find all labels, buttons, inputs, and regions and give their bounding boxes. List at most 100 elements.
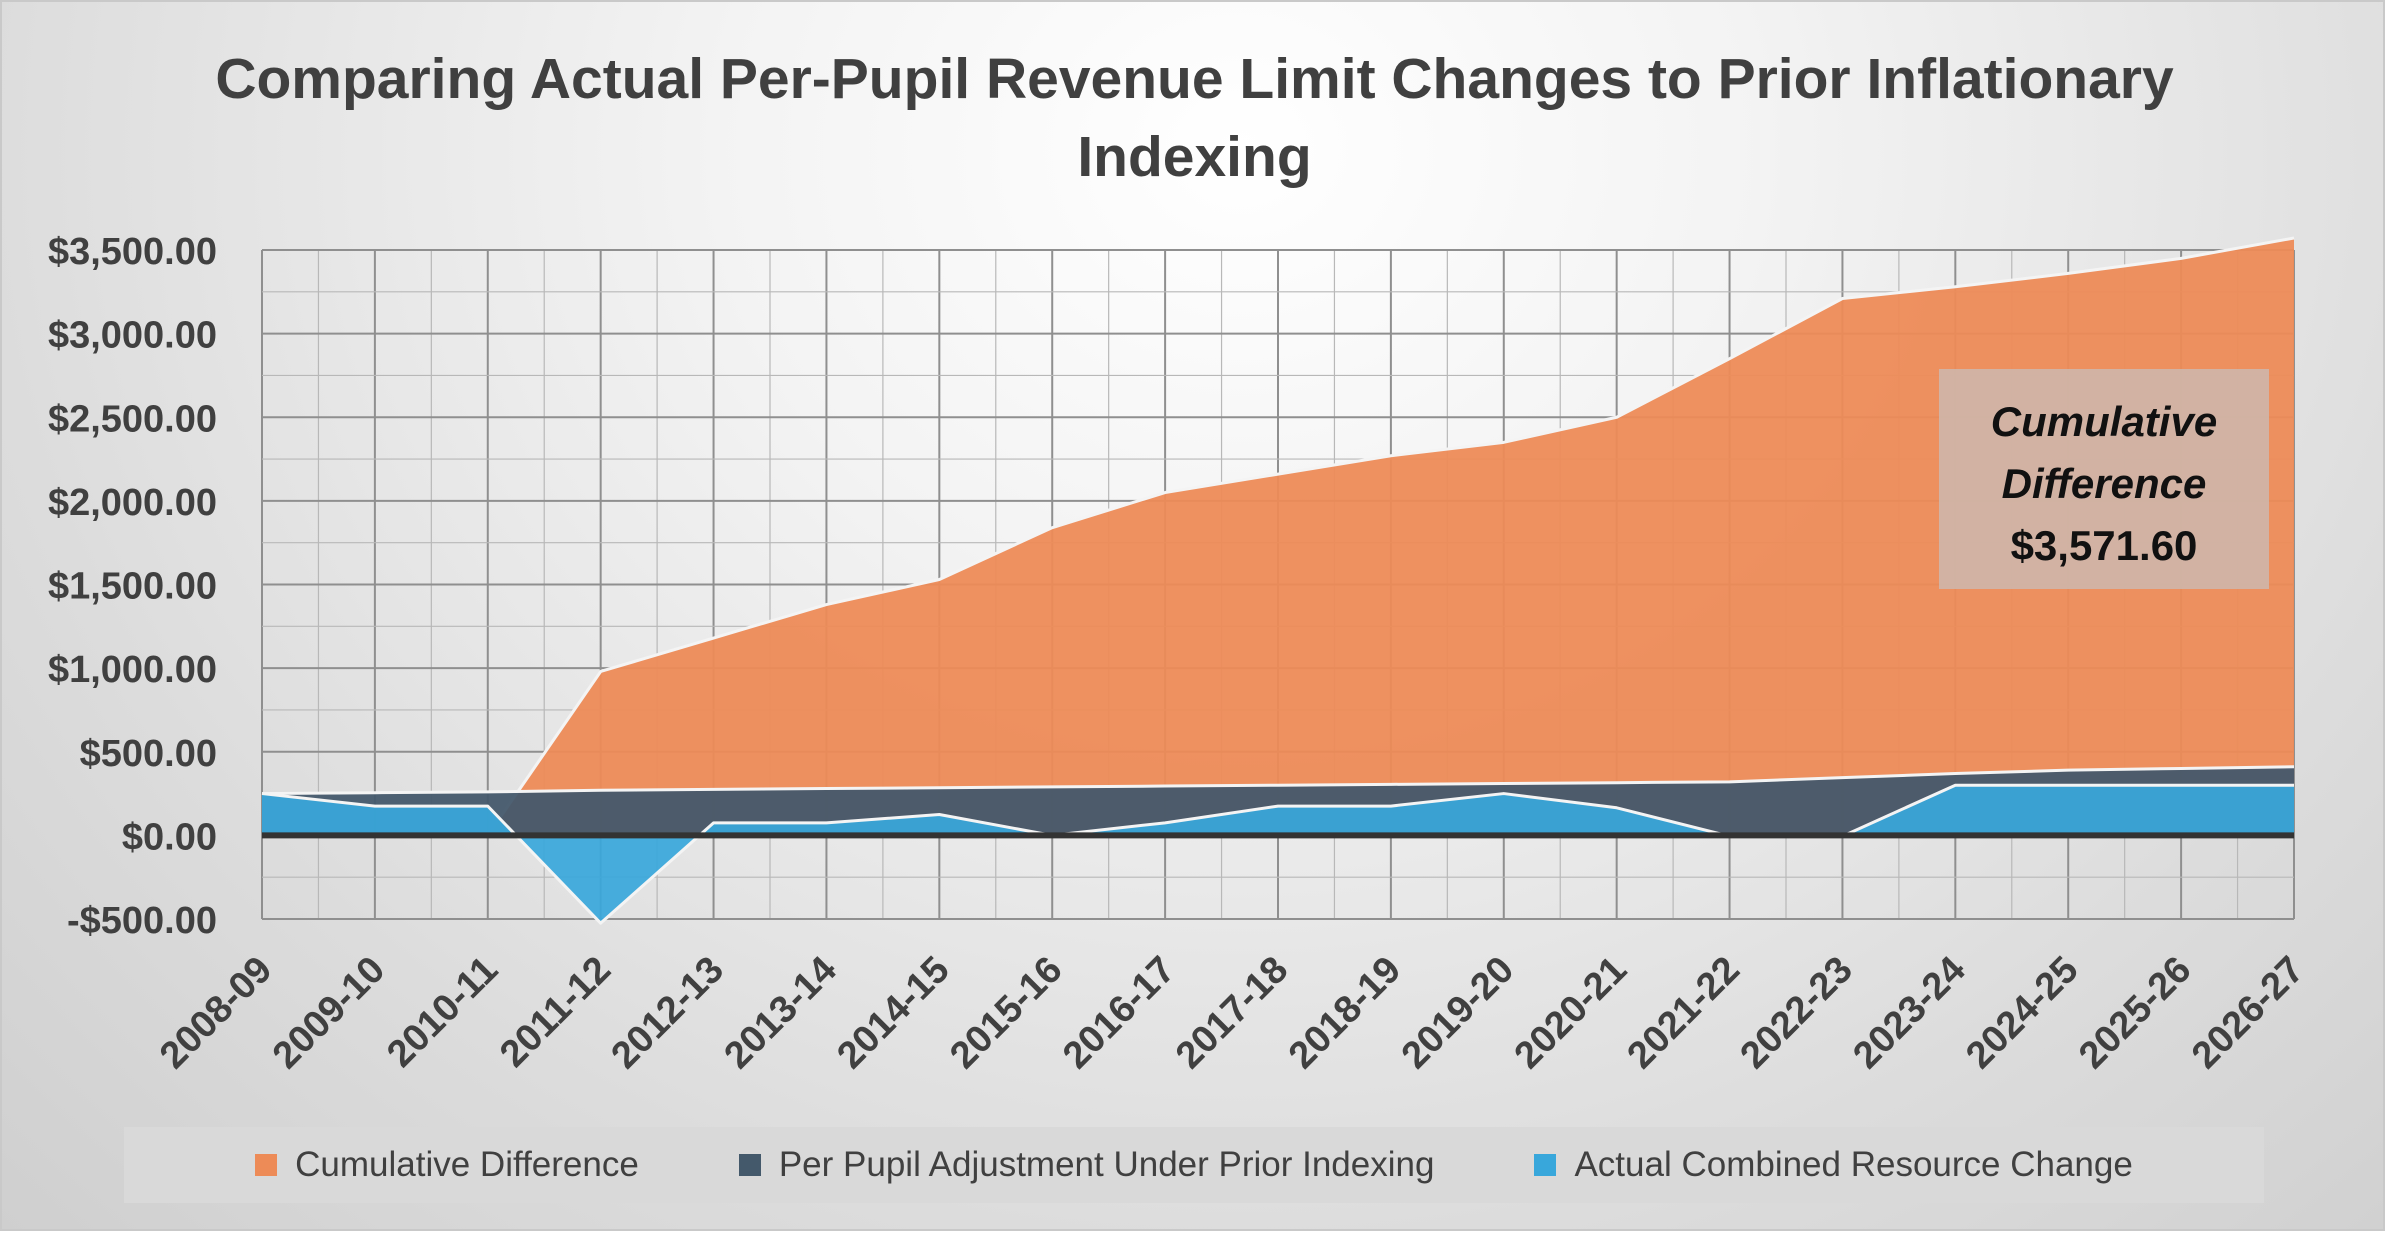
point-actual-change — [825, 821, 828, 824]
point-cumulative-difference — [2180, 257, 2183, 260]
x-tick-label: 2009-10 — [265, 949, 393, 1077]
point-prior-indexing — [1502, 782, 1505, 785]
y-tick-label: $2,500.00 — [48, 398, 217, 440]
series-areas — [261, 236, 2296, 925]
y-tick-label: $3,000.00 — [48, 315, 217, 357]
point-actual-change — [1615, 806, 1618, 809]
point-prior-indexing — [1164, 785, 1167, 788]
point-cumulative-difference — [1051, 526, 1054, 529]
point-actual-change — [712, 821, 715, 824]
point-cumulative-difference — [825, 603, 828, 606]
point-prior-indexing — [486, 790, 489, 793]
y-tick-label: $0.00 — [122, 816, 217, 858]
point-actual-change — [373, 805, 376, 808]
x-tick-label: 2015-16 — [942, 949, 1070, 1077]
point-prior-indexing — [2067, 769, 2070, 772]
y-tick-label: $1,500.00 — [48, 566, 217, 608]
point-prior-indexing — [599, 789, 602, 792]
point-prior-indexing — [938, 786, 941, 789]
point-prior-indexing — [1615, 781, 1618, 784]
point-cumulative-difference — [1728, 357, 1731, 360]
legend-label: Per Pupil Adjustment Under Prior Indexin… — [778, 1145, 1435, 1184]
legend-swatch-actual-change — [1534, 1154, 1557, 1176]
point-prior-indexing — [825, 787, 828, 790]
point-prior-indexing — [1841, 776, 1844, 779]
point-actual-change — [1164, 821, 1167, 824]
point-prior-indexing — [1389, 783, 1392, 786]
line-prior-indexing — [261, 765, 2295, 796]
point-cumulative-difference — [1164, 491, 1167, 494]
chart-title-line-1: Comparing Actual Per-Pupil Revenue Limit… — [215, 47, 2174, 111]
point-prior-indexing — [1277, 784, 1280, 787]
point-actual-change — [1954, 784, 1957, 787]
point-cumulative-difference — [2293, 237, 2296, 240]
x-axis-ticks: 2008-092009-102010-112011-122012-132013-… — [152, 949, 2312, 1077]
area-actual-change — [262, 785, 2294, 924]
y-tick-label: -$500.00 — [67, 900, 217, 942]
point-actual-change — [938, 813, 941, 816]
point-prior-indexing — [373, 791, 376, 794]
x-tick-label: 2024-25 — [1958, 949, 2086, 1077]
point-actual-change — [2067, 784, 2070, 787]
point-cumulative-difference — [938, 578, 941, 581]
x-tick-label: 2022-23 — [1732, 949, 1860, 1077]
point-cumulative-difference — [1954, 285, 1957, 288]
point-cumulative-difference — [599, 670, 602, 673]
y-tick-label: $2,000.00 — [48, 482, 217, 524]
point-cumulative-difference — [1389, 454, 1392, 457]
point-cumulative-difference — [1502, 441, 1505, 444]
chart-title-line-2: Indexing — [1077, 125, 1312, 189]
point-actual-change — [2293, 784, 2296, 787]
y-tick-label: $500.00 — [80, 733, 217, 775]
point-actual-change — [261, 792, 264, 795]
x-tick-label: 2012-13 — [604, 949, 732, 1077]
legend-swatch-prior-indexing — [738, 1154, 761, 1176]
x-tick-label: 2021-22 — [1620, 949, 1748, 1077]
x-tick-label: 2020-21 — [1507, 949, 1635, 1077]
y-tick-label: $3,500.00 — [48, 231, 217, 273]
callout-value: $3,571.60 — [2010, 522, 2198, 569]
point-actual-change — [599, 922, 602, 925]
point-prior-indexing — [1954, 772, 1957, 775]
point-prior-indexing — [1051, 785, 1054, 788]
point-cumulative-difference — [712, 637, 715, 640]
legend-swatch-cumulative-difference — [255, 1154, 278, 1176]
y-tick-label: $1,000.00 — [48, 649, 217, 691]
x-tick-label: 2025-26 — [2071, 949, 2199, 1077]
legend-label: Cumulative Difference — [295, 1145, 639, 1184]
x-tick-label: 2013-14 — [716, 949, 844, 1077]
x-tick-label: 2014-15 — [829, 949, 957, 1077]
point-cumulative-difference — [1277, 473, 1280, 476]
callout-line-1: Cumulative — [1990, 398, 2218, 445]
x-tick-label: 2016-17 — [1055, 949, 1183, 1077]
x-tick-label: 2017-18 — [1168, 949, 1296, 1077]
point-actual-change — [1277, 805, 1280, 808]
line-cumulative-difference — [262, 236, 2295, 837]
x-tick-label: 2010-11 — [379, 949, 506, 1076]
point-prior-indexing — [712, 788, 715, 791]
point-cumulative-difference — [1615, 416, 1618, 419]
legend-item-prior-indexing: Per Pupil Adjustment Under Prior Indexin… — [738, 1145, 1435, 1185]
legend-item-actual-change: Actual Combined Resource Change — [1534, 1145, 2133, 1185]
x-tick-label: 2018-19 — [1281, 949, 1409, 1077]
y-axis-ticks: -$500.00 $0.00 $500.00 $1,000.00 $1,500.00 $2… — [48, 231, 217, 942]
point-prior-indexing — [2180, 767, 2183, 770]
point-actual-change — [486, 805, 489, 808]
area-prior-indexing — [262, 766, 2294, 836]
point-prior-indexing — [1728, 780, 1731, 783]
point-actual-change — [1389, 805, 1392, 808]
legend-label: Actual Combined Resource Change — [1574, 1145, 2133, 1184]
cumulative-difference-callout: Cumulative Difference $3,571.60 — [1939, 369, 2269, 589]
point-actual-change — [2180, 784, 2183, 787]
point-cumulative-difference — [1841, 297, 1844, 300]
chart-legend: Cumulative Difference Per Pupil Adjustme… — [124, 1127, 2264, 1203]
point-prior-indexing — [2293, 765, 2296, 768]
x-tick-label: 2011-12 — [492, 949, 619, 1076]
point-actual-change — [1502, 792, 1505, 795]
chart-title: Comparing Actual Per-Pupil Revenue Limit… — [182, 40, 2207, 196]
point-cumulative-difference — [2067, 272, 2070, 275]
callout-line-2: Difference — [2001, 460, 2207, 507]
legend-item-cumulative-difference: Cumulative Difference — [255, 1145, 639, 1185]
